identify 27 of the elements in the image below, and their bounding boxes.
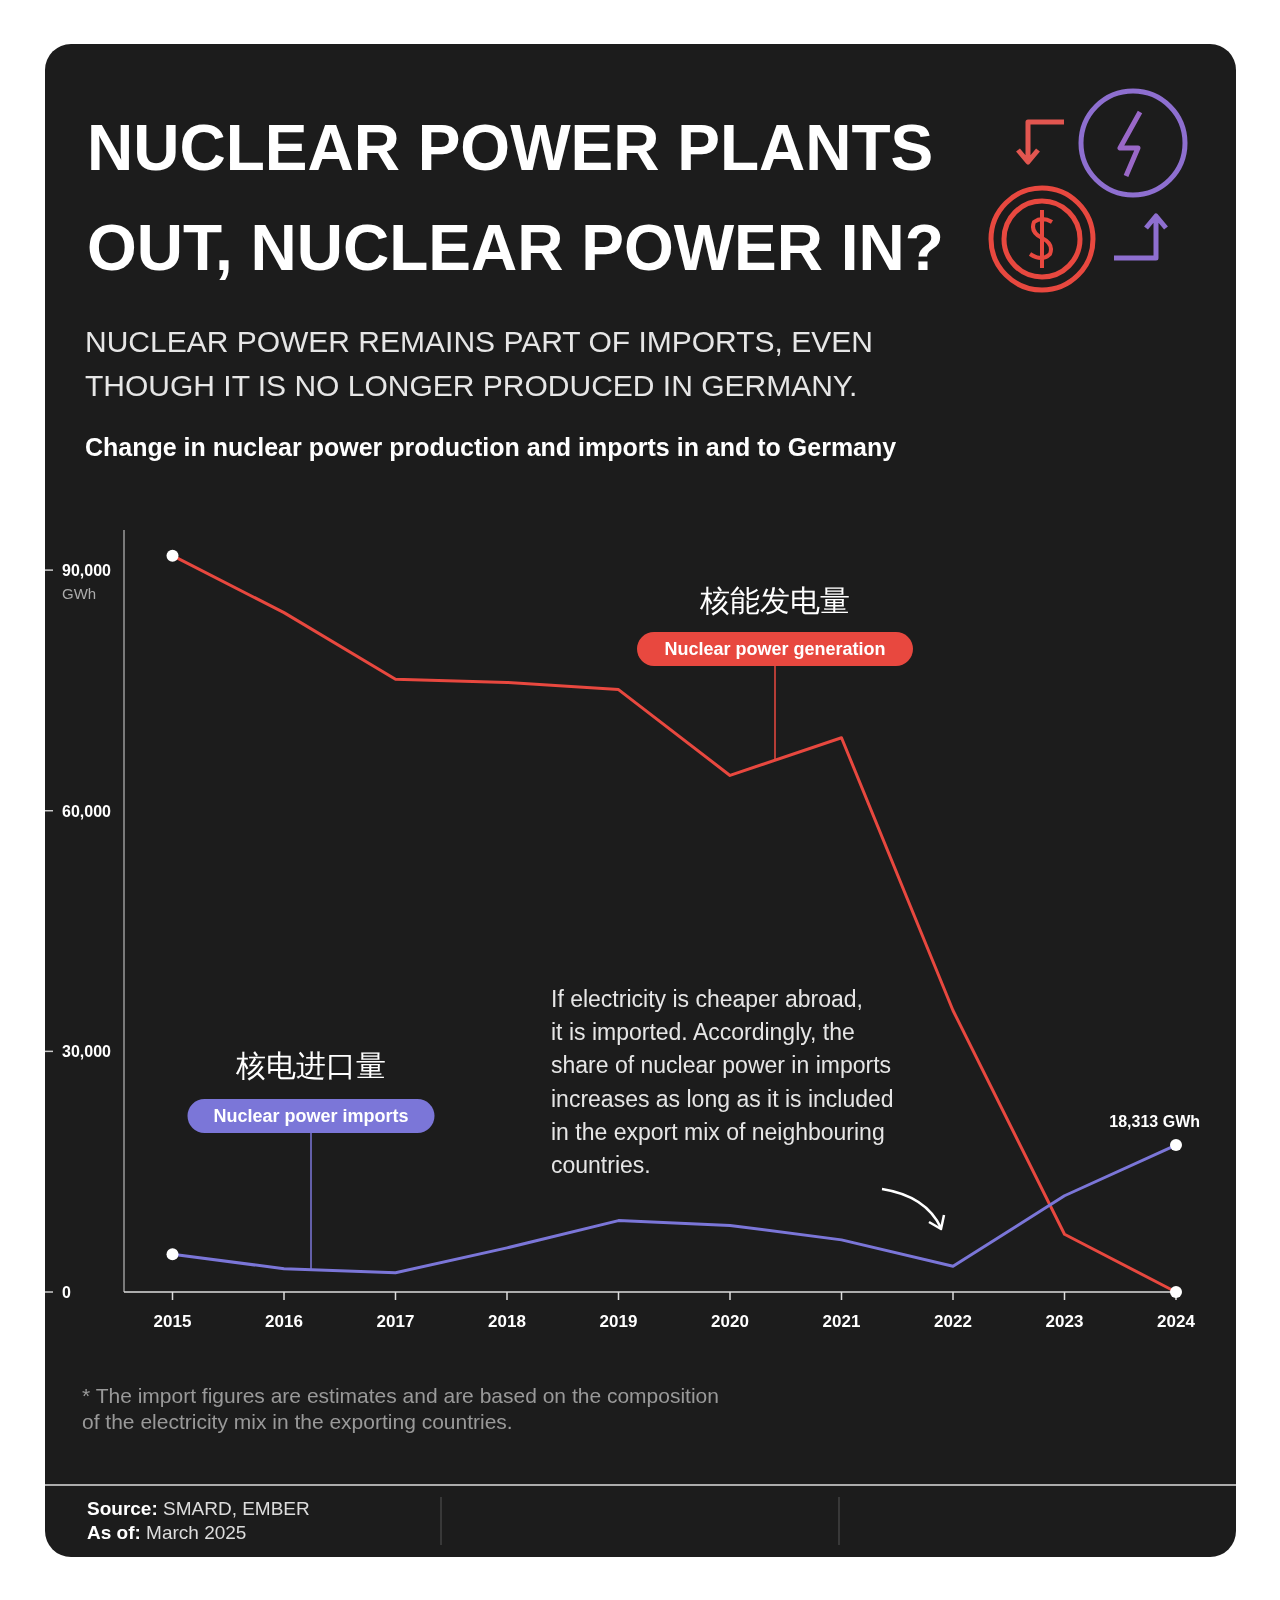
chart-subtitle: NUCLEAR POWER REMAINS PART OF IMPORTS, EVEN THOUGH IT IS NO LONGER PRODUCED IN GERMANY.: [85, 325, 873, 402]
y-axis-title: GWh: [62, 585, 97, 603]
x-tick-label: 2015: [153, 1312, 192, 1331]
x-tick-label: 2018: [488, 1312, 526, 1331]
x-tick-label: 2016: [265, 1312, 303, 1331]
x-tick-label: 2023: [1045, 1312, 1084, 1331]
annotation: 核电进口量: [235, 1049, 386, 1082]
x-tick-label: 2020: [711, 1312, 749, 1331]
y-tick-label: 90,000: [62, 562, 112, 580]
text: Nuclear power imports: [213, 1106, 409, 1126]
x-tick-label: 2021: [822, 1312, 861, 1331]
text: Change in nuclear power production and imports in and to Germany: [85, 433, 897, 461]
x-tick-label: 2024: [1157, 1312, 1196, 1331]
source-note: Source: SMARD, EMBER: [87, 1498, 310, 1519]
x-tick-label: 2019: [599, 1312, 638, 1331]
annotation: 核能发电量: [699, 584, 850, 617]
x-tick-label: 2017: [376, 1312, 415, 1331]
data-label: 18,313 GWh: [1109, 1113, 1200, 1131]
text: * The import figures are estimates and are based on the composition of the electricity mix in the exporting countries.: [82, 1384, 719, 1433]
annotation: If electricity is cheaper abroad, it is imported. Accordingly, the share of nuclear power in imports increases as long as it is included in the export mix of neighbouring countries.: [551, 986, 894, 1178]
chart-title: NUCLEAR POWER PLANTS OUT, NUCLEAR POWER IN?: [87, 112, 944, 284]
text: Nuclear power generation: [664, 639, 886, 659]
text: As of: March 2025: [87, 1522, 247, 1543]
y-tick-label: 30,000: [62, 1043, 112, 1061]
y-tick-label: 60,000: [62, 802, 112, 820]
y-tick-label: 0: [62, 1284, 71, 1301]
x-tick-label: 2022: [934, 1312, 972, 1331]
